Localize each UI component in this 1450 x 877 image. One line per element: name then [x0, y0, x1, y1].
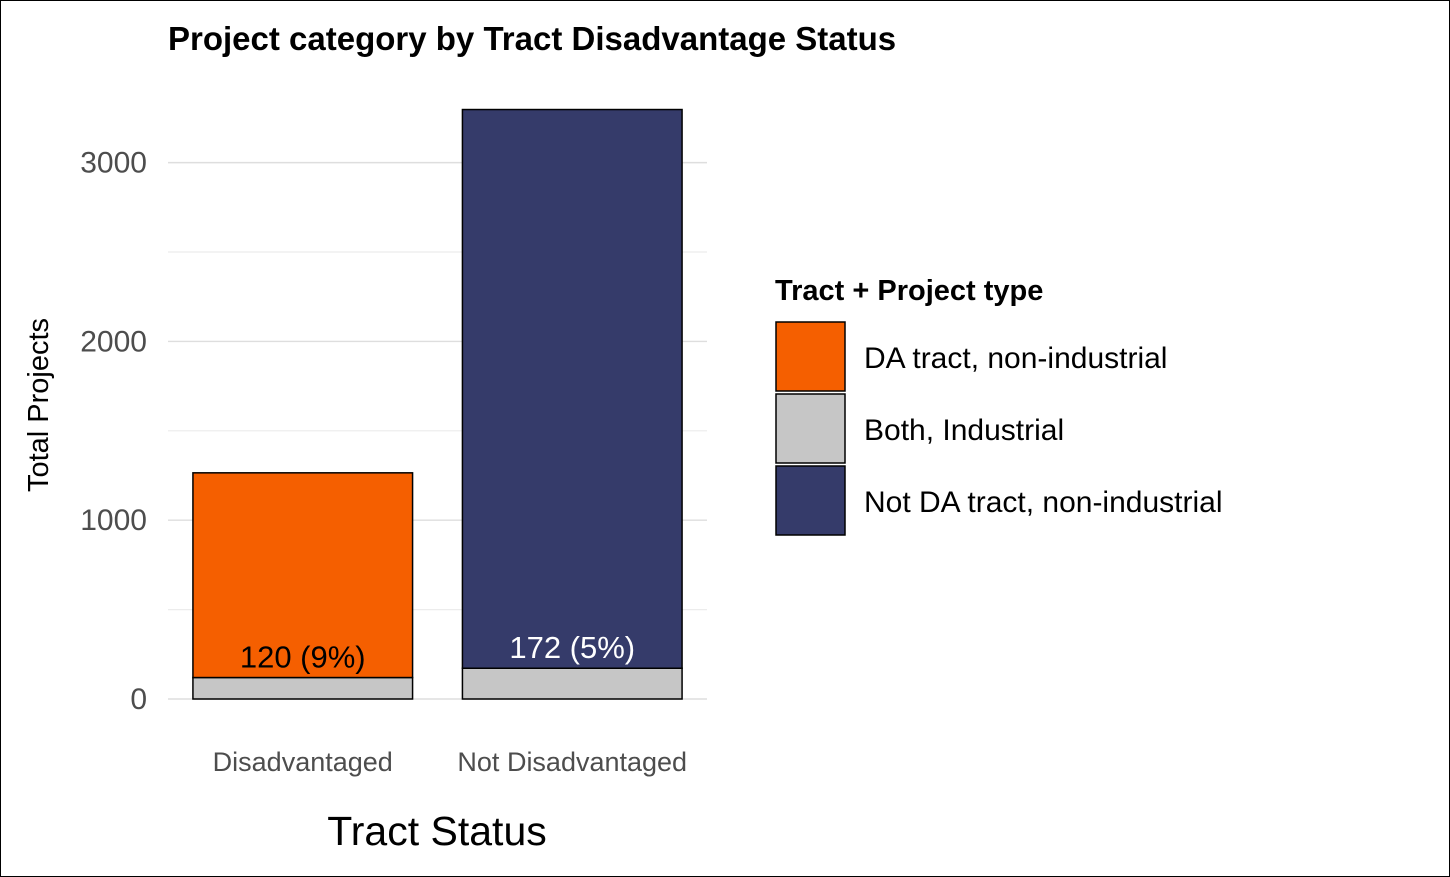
bar-segment [461, 667, 683, 700]
bar-segment [192, 676, 414, 700]
legend-label: Not DA tract, non-industrial [864, 486, 1223, 519]
legend-swatch [775, 393, 846, 464]
y-tick-label: 2000 [80, 325, 147, 358]
bar-annotations: 120 (9%) 172 (5%) [240, 630, 635, 674]
chart-title: Project category by Tract Disadvantage S… [168, 20, 896, 57]
y-tick-label: 1000 [80, 504, 147, 537]
y-tick-label: 0 [130, 683, 147, 716]
legend-swatch [775, 321, 846, 392]
y-tick-label: 3000 [80, 147, 147, 180]
bar-segment [461, 108, 683, 669]
bar-segment [192, 472, 414, 679]
legend-label: DA tract, non-industrial [864, 342, 1167, 375]
x-axis-ticks: Disadvantaged Not Disadvantaged [213, 747, 687, 777]
y-axis-ticks: 0 1000 2000 3000 [80, 147, 147, 716]
data-label: 172 (5%) [509, 630, 635, 665]
x-tick-label: Disadvantaged [213, 747, 393, 777]
legend-label: Both, Industrial [864, 414, 1064, 447]
data-label: 120 (9%) [240, 640, 366, 675]
x-axis-label: Tract Status [327, 808, 547, 854]
legend-title: Tract + Project type [775, 275, 1043, 307]
legend-swatch [775, 465, 846, 536]
y-axis-label: Total Projects [23, 318, 55, 492]
legend: Tract + Project type DA tract, non-indus… [775, 275, 1223, 536]
bars [192, 108, 683, 700]
x-tick-label: Not Disadvantaged [457, 747, 687, 777]
